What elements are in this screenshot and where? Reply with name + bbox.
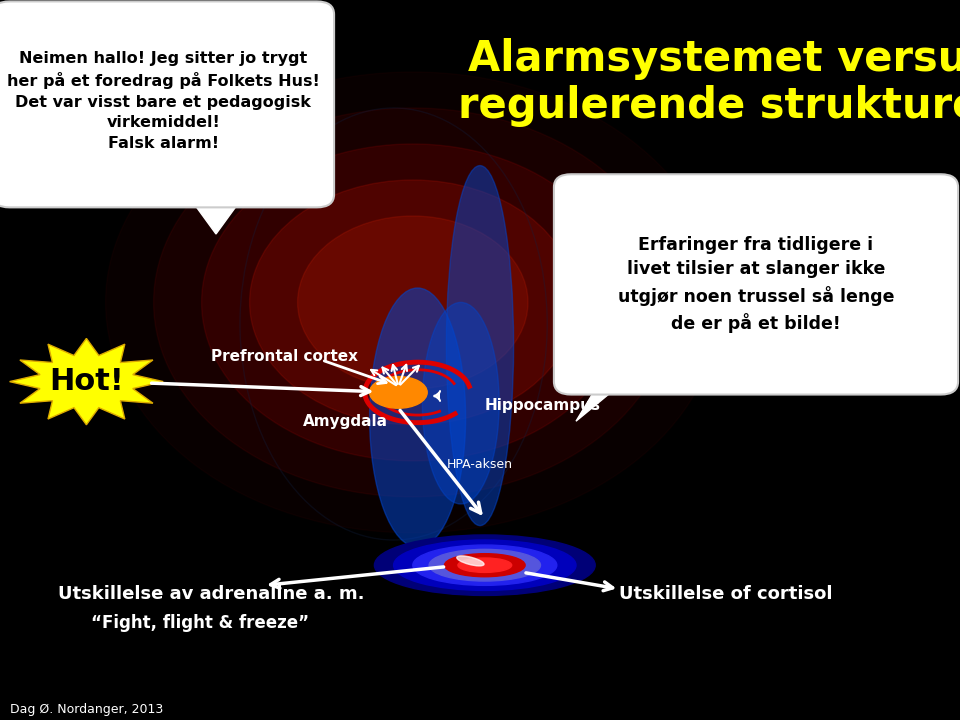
Text: Neimen hallo! Jeg sitter jo trygt
her på et foredrag på Folkets Hus!
Det var vis: Neimen hallo! Jeg sitter jo trygt her på… bbox=[7, 51, 320, 150]
Ellipse shape bbox=[413, 545, 557, 585]
Text: Erfaringer fra tidligere i
livet tilsier at slanger ikke
utgjør noen trussel så : Erfaringer fra tidligere i livet tilsier… bbox=[617, 236, 895, 333]
Circle shape bbox=[202, 144, 624, 461]
Circle shape bbox=[154, 108, 672, 497]
Text: Hippocampus: Hippocampus bbox=[485, 398, 601, 413]
Circle shape bbox=[250, 180, 576, 425]
Ellipse shape bbox=[422, 302, 499, 504]
Text: Amygdala: Amygdala bbox=[303, 414, 388, 428]
Text: Alarmsystemet versus
regulerende strukturer: Alarmsystemet versus regulerende struktu… bbox=[458, 38, 960, 127]
Polygon shape bbox=[10, 338, 163, 425]
Ellipse shape bbox=[457, 556, 484, 566]
FancyBboxPatch shape bbox=[0, 1, 334, 207]
FancyBboxPatch shape bbox=[554, 174, 958, 395]
Circle shape bbox=[298, 216, 528, 389]
Text: HPA-aksen: HPA-aksen bbox=[446, 458, 513, 471]
Ellipse shape bbox=[374, 535, 595, 595]
Ellipse shape bbox=[458, 558, 512, 572]
Ellipse shape bbox=[370, 377, 427, 408]
Text: Prefrontal cortex: Prefrontal cortex bbox=[211, 349, 358, 364]
Text: Utskillelse av adrenaline a. m.: Utskillelse av adrenaline a. m. bbox=[58, 585, 364, 603]
Text: Dag Ø. Nordanger, 2013: Dag Ø. Nordanger, 2013 bbox=[10, 703, 163, 716]
Ellipse shape bbox=[429, 549, 540, 581]
Text: Hot!: Hot! bbox=[49, 367, 124, 396]
Ellipse shape bbox=[394, 540, 576, 590]
Polygon shape bbox=[187, 194, 245, 234]
Text: “Fight, flight & freeze”: “Fight, flight & freeze” bbox=[91, 613, 309, 632]
Ellipse shape bbox=[370, 288, 466, 547]
Ellipse shape bbox=[446, 166, 514, 526]
Polygon shape bbox=[576, 382, 624, 421]
Circle shape bbox=[106, 72, 720, 533]
Text: Utskillelse of cortisol: Utskillelse of cortisol bbox=[619, 585, 832, 603]
Ellipse shape bbox=[444, 554, 525, 577]
